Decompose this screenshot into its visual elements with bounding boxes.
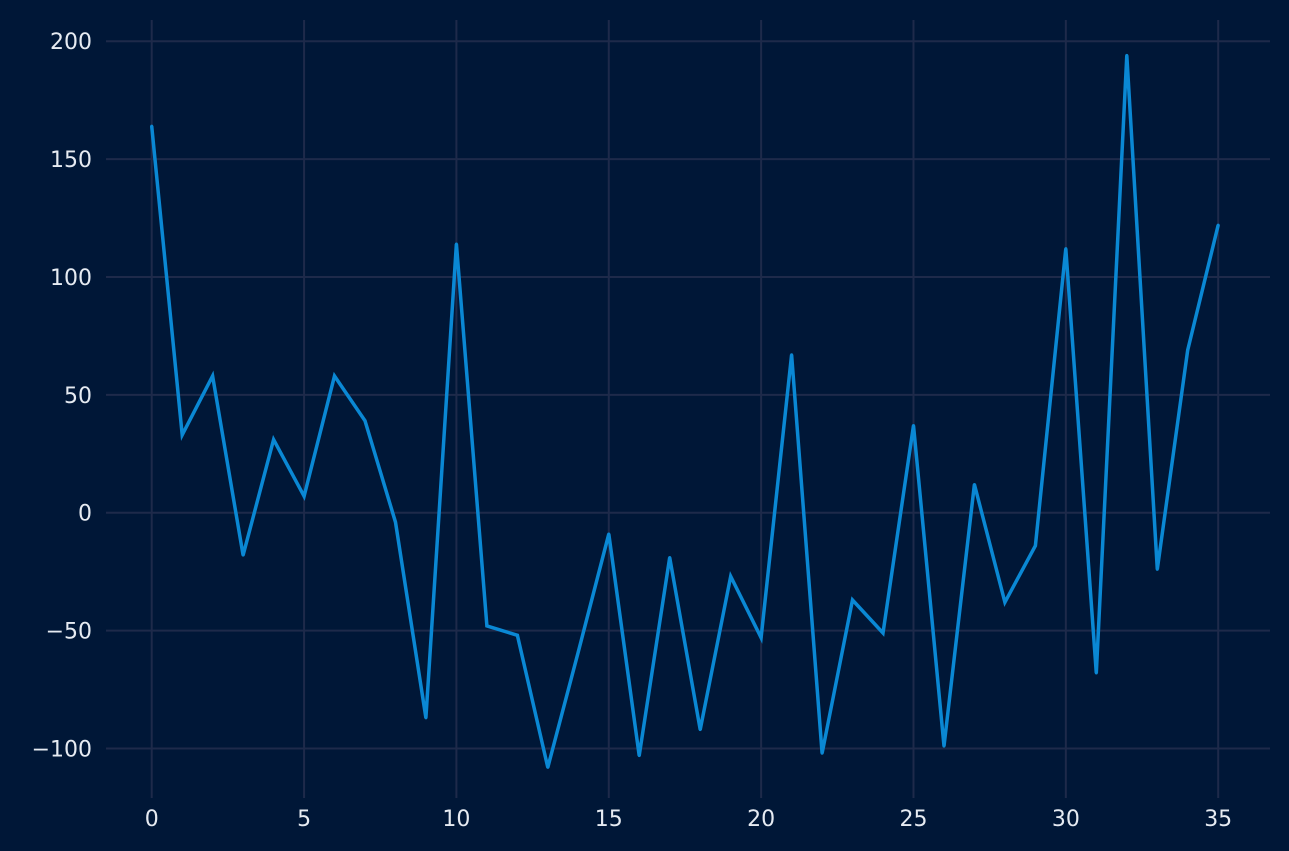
data-point <box>1033 544 1037 548</box>
data-point <box>546 765 550 769</box>
data-point <box>820 751 824 755</box>
data-point <box>729 574 733 578</box>
data-point <box>363 419 367 423</box>
y-tick-label: 0 <box>78 502 92 527</box>
grid-lines <box>106 20 1270 798</box>
data-point <box>668 556 672 560</box>
x-tick-label: 15 <box>595 807 623 832</box>
data-point <box>393 520 397 524</box>
data-point <box>1094 671 1098 675</box>
data-point <box>759 636 763 640</box>
y-tick-label: −100 <box>32 737 92 762</box>
data-point <box>881 631 885 635</box>
data-point <box>851 598 855 602</box>
data-point <box>333 374 337 378</box>
series-layer <box>149 53 1220 769</box>
data-point <box>180 433 184 437</box>
series-line <box>149 55 1220 768</box>
x-tick-label: 30 <box>1052 807 1080 832</box>
x-tick-label: 5 <box>297 807 311 832</box>
y-tick-label: −50 <box>46 620 92 645</box>
x-tick-label: 35 <box>1204 807 1232 832</box>
data-point <box>790 353 794 357</box>
x-tick-label: 10 <box>442 807 470 832</box>
data-point <box>1155 567 1159 571</box>
data-point <box>698 728 702 732</box>
y-tick-label: 200 <box>50 30 92 55</box>
data-point <box>1003 600 1007 604</box>
data-point <box>515 633 519 637</box>
y-tick-label: 100 <box>50 266 92 291</box>
data-point <box>454 242 458 246</box>
data-point <box>424 716 428 720</box>
data-point <box>607 532 611 536</box>
data-point <box>1064 247 1068 251</box>
data-point <box>1216 223 1220 227</box>
x-tick-label: 20 <box>747 807 775 832</box>
data-point <box>972 482 976 486</box>
data-point <box>1186 348 1190 352</box>
data-point <box>241 553 245 557</box>
data-point <box>1125 53 1129 57</box>
data-point <box>302 494 306 498</box>
data-point <box>150 124 154 128</box>
y-tick-label: 50 <box>64 384 92 409</box>
y-tick-label: 150 <box>50 148 92 173</box>
x-tick-label: 25 <box>899 807 927 832</box>
data-point <box>637 754 641 758</box>
x-axis-tick-labels: 0 5 10 15 20 25 30 35 <box>145 807 1232 832</box>
data-point <box>942 744 946 748</box>
data-point <box>576 650 580 654</box>
data-point <box>272 438 276 442</box>
data-point <box>485 624 489 628</box>
data-point <box>211 374 215 378</box>
y-axis-tick-labels: −100 −50 0 50 100 150 200 <box>32 30 92 762</box>
data-point <box>911 424 915 428</box>
x-tick-label: 0 <box>145 807 159 832</box>
